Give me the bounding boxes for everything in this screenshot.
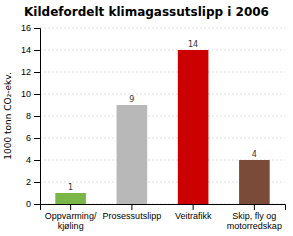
y-tick-mark — [34, 138, 40, 139]
plot: 0246810121416Oppvarming/kjølingProsessut… — [21, 23, 286, 231]
grid-line — [40, 72, 285, 73]
grid-line — [40, 50, 285, 51]
y-tick: 6 — [26, 133, 40, 143]
x-tick: Veitrafikk — [175, 204, 212, 221]
title: Kildefordelt klimagassutslipp i 2006 — [24, 5, 269, 19]
data-labels: 1 9 14 4 — [68, 40, 257, 192]
bar — [55, 193, 86, 204]
grid — [40, 28, 285, 204]
y-tick-label: 4 — [26, 155, 31, 165]
y-tick-mark — [34, 50, 40, 51]
data-label: 9 — [129, 95, 134, 104]
data-label: 4 — [252, 150, 257, 159]
x-tick-mark — [193, 204, 194, 210]
y-tick: 10 — [21, 89, 40, 99]
data-label: 14 — [188, 40, 198, 49]
y-tick: 4 — [26, 155, 40, 165]
data-label: 1 — [68, 183, 73, 192]
x-axis: Oppvarming/kjøling Prosessutslipp Veitrafi… — [41, 204, 286, 231]
y-tick-label: 16 — [21, 23, 31, 33]
x-tick-label: Prosessutslipp — [103, 211, 162, 221]
x-tick: Oppvarming/kjøling — [45, 204, 97, 231]
y-tick: 2 — [26, 177, 40, 187]
y-tick-label: 2 — [26, 177, 31, 187]
y-tick: 0 — [26, 199, 40, 209]
y-tick-mark — [34, 72, 40, 73]
y-axis: 0 2 4 6 8 10 12 14 16 — [21, 23, 41, 209]
y-tick-mark — [34, 116, 40, 117]
y-tick-label: 14 — [21, 45, 31, 55]
y-tick: 14 — [21, 45, 40, 55]
y-tick-mark — [34, 94, 40, 95]
x-tick-label: Veitrafikk — [175, 211, 212, 221]
x-tick-mark — [254, 204, 255, 210]
bar — [117, 105, 148, 204]
grid-line — [40, 116, 285, 117]
y-tick-label: 12 — [21, 67, 31, 77]
grid-line — [40, 138, 285, 139]
y-tick-label: 8 — [26, 111, 31, 121]
y-axis-line — [34, 29, 41, 205]
y-tick-mark — [34, 160, 40, 161]
chart: 0246810121416Oppvarming/kjølingProsessut… — [0, 0, 293, 236]
y-tick: 16 — [21, 23, 40, 33]
y-tick-mark — [34, 204, 40, 205]
bar — [178, 50, 209, 204]
y-tick: 8 — [26, 111, 40, 121]
grid-line — [40, 94, 285, 95]
x-tick: Skip, fly ogmotorredskap — [227, 204, 282, 231]
y-tick: 12 — [21, 67, 40, 77]
x-tick: Prosessutslipp — [103, 204, 162, 221]
y-tick-label: 6 — [26, 133, 31, 143]
x-tick-mark — [70, 204, 71, 210]
x-tick-label: Skip, fly ogmotorredskap — [227, 211, 282, 231]
x-axis-line — [41, 205, 286, 211]
grid-line — [40, 28, 285, 29]
y-label: 1000 tonn CO₂-ekv. — [3, 72, 13, 160]
x-tick-label: Oppvarming/kjøling — [45, 211, 97, 231]
x-tick-mark — [131, 204, 132, 210]
y-tick-label: 0 — [26, 199, 31, 209]
y-tick-label: 10 — [21, 89, 31, 99]
bars — [55, 50, 269, 204]
y-tick-mark — [34, 28, 40, 29]
y-tick-mark — [34, 182, 40, 183]
bar — [239, 160, 270, 204]
